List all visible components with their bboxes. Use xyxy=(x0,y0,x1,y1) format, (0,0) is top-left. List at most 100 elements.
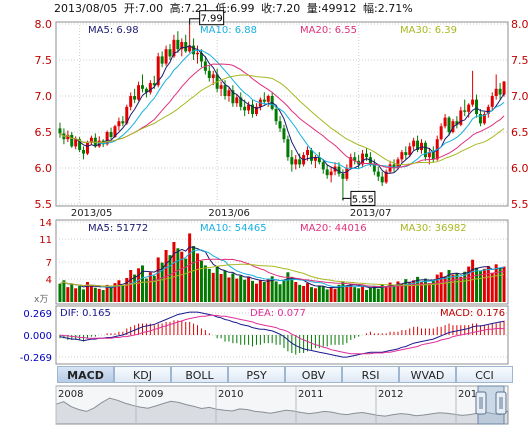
candle xyxy=(121,116,124,126)
quote-header: 2013/08/05 开:7.00 高:7.21 低:6.99 收:7.20 量… xyxy=(54,1,413,15)
volume-bar xyxy=(479,271,482,302)
tab-macd[interactable]: MACD xyxy=(57,366,114,383)
macd-legend-dif: DIF: 0.165 xyxy=(60,308,111,319)
candle-body xyxy=(70,135,73,147)
navigator-year-label: 2011 xyxy=(298,389,323,400)
volume-legend-ma10: MA10: 54465 xyxy=(200,223,267,234)
legend-value: : 0.176 xyxy=(470,308,505,319)
volume-bar xyxy=(330,288,333,302)
price-tick-left: 6.0 xyxy=(35,162,53,175)
volume-bar xyxy=(373,286,376,302)
price-legend-ma5: MA5: 6.98 xyxy=(88,25,139,36)
price-tick-left: 8.0 xyxy=(35,18,53,31)
quote-date: 2013/08/05 xyxy=(54,2,117,15)
candle xyxy=(129,92,132,110)
tab-boll[interactable]: BOLL xyxy=(171,366,228,383)
volume-bar xyxy=(216,267,219,302)
low-value: 6.99 xyxy=(230,2,255,15)
tab-wvad[interactable]: WVAD xyxy=(399,366,456,383)
volume-bar xyxy=(487,266,490,302)
volume-bar xyxy=(385,287,388,302)
legend-value: : 6.39 xyxy=(428,25,457,36)
candle-body xyxy=(275,109,278,121)
candle xyxy=(286,136,289,161)
volume-bar xyxy=(451,275,454,302)
volume-bar xyxy=(121,285,124,302)
volume-bar xyxy=(259,280,262,302)
volume-bar xyxy=(475,268,478,302)
candle-body xyxy=(341,174,344,179)
volume-bar xyxy=(503,267,506,302)
candle xyxy=(149,80,152,94)
volume-tick-label: 7 xyxy=(46,258,52,269)
tab-rsi[interactable]: RSI xyxy=(342,366,399,383)
price-tick-right: 5.5 xyxy=(511,198,528,211)
price-legend-ma10: MA10: 6.88 xyxy=(200,25,257,36)
volume-bar xyxy=(463,272,466,302)
candle-body xyxy=(279,121,282,128)
candle xyxy=(133,89,136,103)
tab-psy[interactable]: PSY xyxy=(228,366,285,383)
candle-body xyxy=(243,107,246,111)
handle-grip[interactable] xyxy=(476,392,486,414)
candle-body xyxy=(224,85,227,96)
candle xyxy=(251,100,254,118)
candle-body xyxy=(448,118,451,132)
volume-bar xyxy=(499,268,502,302)
candle xyxy=(479,109,482,126)
candle xyxy=(424,141,427,161)
volume-bar xyxy=(365,290,368,302)
navigator-left-handle[interactable] xyxy=(476,392,486,414)
volume-bar xyxy=(62,280,65,302)
candle-body xyxy=(196,53,199,54)
candle-body xyxy=(424,143,427,157)
candle-body xyxy=(192,46,195,55)
candle-body xyxy=(82,150,85,154)
tab-kdj[interactable]: KDJ xyxy=(114,366,171,383)
navigator-right-handle[interactable] xyxy=(496,392,506,414)
volume-bar xyxy=(306,283,309,302)
volume-label: 量: xyxy=(307,2,322,15)
volume-unit-label: x万 xyxy=(34,295,48,305)
volume-legend-ma30: MA30: 36982 xyxy=(400,223,467,234)
legend-name: MA30 xyxy=(400,25,428,36)
candle xyxy=(444,114,447,128)
candle-body xyxy=(227,90,230,96)
volume-bar xyxy=(227,277,230,302)
volume-bar xyxy=(495,264,498,302)
candle xyxy=(385,169,388,183)
candle xyxy=(220,82,223,96)
volume-bar xyxy=(298,285,301,302)
volume-bar xyxy=(290,277,293,302)
volume-bar xyxy=(393,285,396,302)
candle-body xyxy=(408,146,411,155)
legend-name: MA10 xyxy=(200,223,228,234)
candle-body xyxy=(169,49,172,56)
date-tick-label: 2013/07 xyxy=(350,208,392,219)
tab-cci[interactable]: CCI xyxy=(456,366,513,383)
handle-grip[interactable] xyxy=(496,392,506,414)
navigator-year-label: 201 xyxy=(458,389,477,400)
volume-bar xyxy=(224,271,227,302)
legend-name: DIF xyxy=(60,308,77,319)
volume-bar xyxy=(239,276,242,302)
volume-bar xyxy=(192,246,195,302)
volume-bar xyxy=(129,270,132,302)
legend-name: MA10 xyxy=(200,25,228,36)
candle xyxy=(471,71,474,107)
price-tick-right: 6.0 xyxy=(511,162,528,175)
volume-bar xyxy=(247,277,250,302)
tab-obv[interactable]: OBV xyxy=(285,366,342,383)
legend-value: : 51772 xyxy=(110,223,148,234)
price-tick-right: 8.0 xyxy=(511,18,528,31)
volume-bar xyxy=(345,286,348,302)
candle-body xyxy=(133,96,136,100)
volume-bar xyxy=(314,288,317,302)
candle-body xyxy=(141,85,144,89)
candle xyxy=(82,146,85,159)
candle xyxy=(499,83,502,100)
macd-tick-label: 0.269 xyxy=(23,309,52,320)
legend-name: MA5 xyxy=(88,223,110,234)
candle xyxy=(231,85,234,107)
